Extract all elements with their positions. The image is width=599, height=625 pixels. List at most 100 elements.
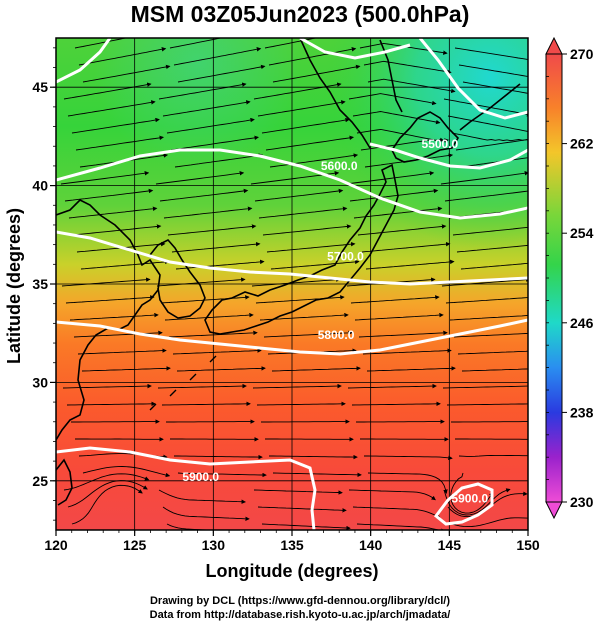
streamline — [159, 188, 249, 202]
streamline — [362, 348, 452, 355]
streamline — [158, 489, 246, 504]
streamline — [261, 117, 350, 134]
x-tick-label: 130 — [202, 537, 226, 553]
streamline — [443, 98, 528, 117]
coastline-korea — [149, 239, 206, 319]
y-axis: 25 30 35 40 45 — [32, 47, 56, 521]
streamline — [457, 350, 528, 355]
streamline — [458, 64, 528, 77]
streamline — [444, 190, 528, 202]
streamline — [157, 383, 247, 389]
contour-line-5800 — [56, 318, 528, 356]
streamline — [263, 330, 353, 338]
streamline — [67, 100, 156, 117]
streamline — [447, 115, 528, 132]
streamline — [62, 383, 152, 389]
streamline — [66, 401, 156, 407]
streamline — [271, 366, 361, 372]
streamline — [356, 523, 446, 530]
streamline — [443, 488, 511, 516]
streamline — [363, 60, 452, 74]
map-title: MSM 03Z05Jun2023 (500.0hPa) — [131, 1, 470, 27]
contour-label: 5500.0 — [422, 137, 459, 151]
streamline — [360, 138, 449, 151]
streamline — [361, 241, 451, 253]
streamline — [364, 455, 453, 461]
contour-label: 5900.0 — [451, 491, 488, 505]
streamline — [440, 171, 528, 185]
streamline — [177, 64, 266, 83]
contour-label: 5700.0 — [327, 249, 364, 263]
streamline — [170, 135, 259, 151]
streamline — [63, 82, 152, 100]
streamline — [347, 383, 437, 389]
streamline — [169, 38, 223, 49]
streamline — [63, 473, 150, 491]
streamline — [349, 188, 439, 202]
colorbar-ticks: 270 262 254 246 238 230 — [546, 46, 594, 510]
streamline — [69, 312, 159, 321]
streamline — [446, 403, 528, 406]
streamline — [156, 277, 246, 287]
contour-line-upper-north — [56, 38, 411, 84]
colorbar: 270 262 254 246 238 230 — [545, 36, 594, 520]
coastline-ryukyu — [149, 355, 217, 411]
streamline — [80, 259, 170, 270]
coastline-taiwan — [56, 458, 73, 506]
streamline — [64, 188, 154, 202]
streamline — [65, 295, 155, 304]
streamline — [160, 295, 250, 304]
colorbar-tick-label: 246 — [570, 315, 594, 331]
coastline-china-korea — [56, 199, 161, 441]
x-axis-label: Longitude (degrees) — [205, 561, 378, 581]
y-tick-label: 30 — [32, 374, 48, 390]
streamline — [345, 171, 435, 185]
streamline — [171, 241, 261, 253]
colorbar-min-arrow — [545, 501, 563, 520]
streamline — [354, 312, 444, 321]
colorbar-tick-label: 238 — [570, 404, 594, 420]
streamline — [456, 244, 528, 253]
y-tick-label: 45 — [32, 79, 48, 95]
streamline — [254, 188, 344, 202]
contour-line-5700 — [56, 230, 528, 286]
plot-area: 5900.0 5800.0 5700.0 5600.0 5500.0 5900.… — [55, 37, 529, 531]
streamline — [265, 135, 354, 151]
contour-line-5500 — [369, 142, 528, 170]
streamline — [449, 315, 528, 321]
streamline — [71, 117, 160, 134]
x-tick-label: 125 — [123, 537, 147, 553]
streamline — [351, 401, 441, 407]
contour-label: 5900.0 — [182, 470, 219, 484]
streamline — [251, 277, 341, 287]
streamline — [82, 466, 171, 478]
streamline — [252, 383, 342, 389]
streamline — [161, 401, 251, 407]
contour-line-upper-northeast — [418, 38, 528, 120]
streamline — [272, 472, 362, 478]
streamline — [264, 38, 318, 49]
streamline — [460, 262, 528, 270]
streamline — [442, 383, 528, 389]
streamline — [175, 259, 265, 270]
contour-line-5600 — [56, 148, 528, 220]
x-tick-label: 135 — [280, 537, 304, 553]
streamline — [357, 224, 447, 236]
x-tick-label: 120 — [44, 537, 68, 553]
contour-label: 5800.0 — [318, 328, 355, 342]
streamline — [258, 206, 348, 219]
streamline — [162, 100, 251, 117]
streamline — [455, 139, 528, 151]
streamline — [453, 332, 528, 338]
streamline — [353, 206, 443, 219]
streamline — [77, 348, 167, 355]
streamline — [158, 82, 247, 100]
coastline-hokkaido — [391, 111, 460, 163]
streamline — [253, 489, 343, 495]
streamline — [262, 224, 352, 236]
streamline — [450, 472, 494, 514]
streamline — [173, 47, 262, 66]
streamline — [365, 259, 455, 270]
streamline — [261, 523, 351, 530]
y-tick-label: 25 — [32, 473, 48, 489]
